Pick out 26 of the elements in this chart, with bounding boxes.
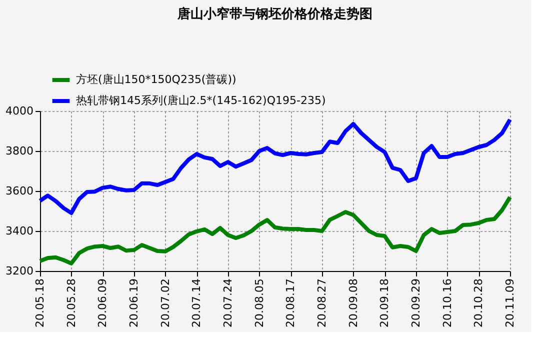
x-tick-label: 20.09.18	[378, 278, 392, 328]
x-tick-label: 20.08.17	[284, 278, 298, 328]
x-tick-label: 20.05.18	[34, 278, 46, 328]
x-tick-label: 20.10.16	[440, 278, 454, 328]
x-tick-label: 20.08.27	[316, 278, 328, 328]
x-tick-label: 20.10.28	[472, 278, 486, 328]
chart-title: 唐山小窄带与钢坯价格价格走势图	[176, 6, 372, 22]
y-tick-label: 3800	[6, 144, 34, 158]
legend-label: 热轧带钢145系列(唐山2.5*(145-162)Q195-235)	[76, 94, 326, 107]
x-tick-label: 20.06.19	[128, 278, 140, 328]
x-tick-label: 20.07.24	[222, 278, 234, 328]
x-tick-label: 20.06.09	[96, 278, 110, 328]
y-tick-label: 4000	[6, 104, 34, 118]
line-series	[38, 118, 512, 215]
x-tick-label: 20.09.29	[410, 278, 422, 328]
x-tick-label: 20.11.09	[504, 278, 516, 328]
y-tick-label: 3400	[6, 224, 34, 238]
x-tick-label: 20.07.14	[190, 278, 204, 328]
y-tick-label: 3200	[6, 264, 34, 278]
line-series	[38, 195, 512, 266]
y-tick-label: 3600	[6, 184, 34, 198]
legend-label: 方坯(唐山150*150Q235(普碳))	[76, 73, 236, 86]
x-tick-label: 20.08.05	[252, 278, 266, 328]
x-tick-label: 20.07.02	[158, 278, 172, 328]
x-tick-label: 20.09.08	[346, 278, 360, 328]
x-tick-label: 20.05.28	[64, 278, 78, 328]
